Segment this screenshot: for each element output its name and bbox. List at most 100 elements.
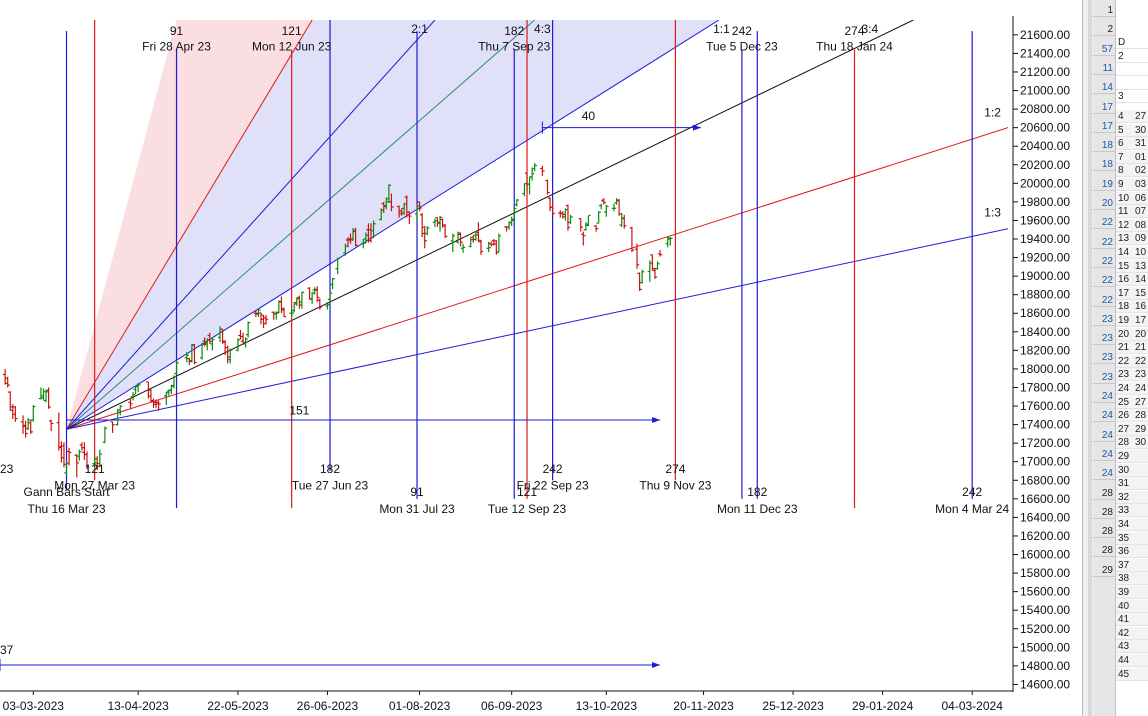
spreadsheet-panel: 1 2 57 11 14 17 17 18 18 19 20 22 22 22 22 22 23 23 23 23 24… [1082, 0, 1148, 716]
x-tick-label: 20-11-2023 [673, 699, 734, 713]
panel-row-number: 14 [1116, 246, 1148, 259]
panel-col-a-cell: 22 [1093, 236, 1115, 249]
panel-col-a-cell: 57 [1093, 43, 1115, 56]
vertical-line-label: Mon 11 Dec 23 [717, 502, 798, 516]
price-bar [614, 198, 619, 205]
panel-row-value [1133, 600, 1148, 613]
price-bar [363, 232, 369, 244]
panel-row-number: 11 [1116, 205, 1148, 219]
price-bar [604, 204, 609, 217]
y-tick-label: 18600.00 [1020, 306, 1070, 320]
price-bar [279, 296, 284, 314]
y-tick-label: 16800.00 [1020, 473, 1070, 487]
panel-col-a-cell: 29 [1093, 564, 1115, 577]
panel-row-value [1133, 559, 1148, 572]
price-bar [647, 260, 653, 282]
price-bar [13, 406, 18, 422]
panel-col-a-cell: 2 [1093, 23, 1115, 37]
panel-row-value [1133, 627, 1148, 640]
gann-fan-line [66, 20, 313, 430]
gann-chart: 2:1 4:3 1:1 3:4 1:2 1:3 Gann Bars Start Thu 16 … [0, 16, 1070, 713]
price-bar [82, 442, 87, 460]
price-bar [455, 231, 461, 244]
measure-arrow-head [652, 661, 661, 668]
panel-col-a-cell: 22 [1093, 294, 1115, 307]
y-tick-label: 14600.00 [1020, 677, 1070, 691]
price-bar [634, 243, 640, 269]
price-bar [440, 218, 445, 228]
y-tick-label: 19200.00 [1020, 251, 1070, 265]
y-tick-label: 21200.00 [1020, 65, 1070, 79]
y-tick-label: 20200.00 [1020, 158, 1070, 172]
panel-col-a-cell: 18 [1093, 139, 1115, 153]
price-bar [486, 241, 491, 252]
price-bar [547, 197, 553, 212]
panel-row-number: 38 [1116, 572, 1148, 586]
panel-row-value: 20 [1133, 328, 1148, 341]
price-bar [263, 315, 269, 325]
price-bar [79, 442, 85, 451]
panel-scrollbar[interactable] [1088, 0, 1092, 716]
price-bar [56, 412, 62, 451]
panel-col-a-cell: 17 [1093, 120, 1115, 133]
price-bar [437, 215, 443, 232]
panel-col-a-cell: 28 [1093, 525, 1115, 539]
x-axis: 03-03-2023 13-04-2023 22-05-2023 26-06-2023… [0, 690, 1013, 713]
price-bar [381, 201, 386, 214]
x-tick-label: 01-08-2023 [389, 699, 451, 713]
price-bar [560, 211, 566, 219]
price-bar [460, 243, 466, 253]
gann-fan-line [66, 20, 436, 430]
price-bar [545, 179, 550, 195]
price-bar [586, 214, 591, 227]
price-bar [228, 348, 233, 364]
price-bar [476, 222, 481, 242]
panel-row-value: 29 [1133, 423, 1148, 436]
vertical-line-label: Mon 27 Mar 23 [54, 479, 135, 493]
price-bar [238, 329, 243, 340]
y-tick-label: 21400.00 [1020, 46, 1070, 60]
price-bar [509, 216, 514, 227]
vertical-line-label: 121 [517, 485, 537, 499]
y-tick-label: 15800.00 [1020, 566, 1070, 580]
panel-row-value [1133, 640, 1148, 654]
y-tick-label: 17600.00 [1020, 399, 1070, 413]
panel-row-value: 06 [1133, 192, 1148, 205]
panel-col-a-cell: 23 [1093, 371, 1115, 384]
gann-vertical-lines [65, 20, 973, 509]
price-bar [368, 223, 374, 243]
price-bar [64, 461, 69, 476]
price-bar [294, 297, 299, 306]
gann-fan-lines [66, 20, 1008, 430]
panel-row-value [1133, 586, 1148, 599]
price-bar [97, 449, 102, 468]
panel-col-a-cell: 23 [1093, 351, 1115, 365]
price-bar [366, 223, 371, 243]
panel-row-number: 44 [1116, 654, 1148, 667]
price-bar [419, 213, 425, 238]
y-tick-label: 17000.00 [1020, 455, 1070, 469]
panel-row-value [1133, 613, 1148, 627]
panel-col-a-cell: 14 [1093, 81, 1115, 95]
y-tick-label: 16200.00 [1020, 529, 1070, 543]
y-tick-label: 17200.00 [1020, 436, 1070, 450]
gann-ratio-label: 1:3 [984, 206, 1001, 220]
y-tick-label: 16600.00 [1020, 492, 1070, 506]
gann-ratio-label: 3:4 [862, 22, 879, 36]
panel-col-a-cell: 17 [1093, 101, 1115, 114]
price-bar [222, 340, 228, 355]
panel-row-value [1133, 545, 1148, 559]
gann-ratio-label: 1:2 [984, 106, 1001, 120]
panel-row-value [1133, 572, 1148, 586]
panel-col-a-cell: 23 [1093, 332, 1115, 346]
panel-row-value: 28 [1133, 409, 1148, 423]
y-tick-label: 18400.00 [1020, 325, 1070, 339]
price-bar [471, 235, 476, 243]
price-bar [325, 302, 330, 310]
panel-col-a-cell: 1 [1093, 4, 1115, 17]
panel-row-number: 8 [1116, 164, 1148, 178]
price-bar [348, 233, 353, 244]
price-bar [25, 418, 31, 431]
price-bar [494, 239, 499, 255]
price-bar [146, 381, 151, 399]
